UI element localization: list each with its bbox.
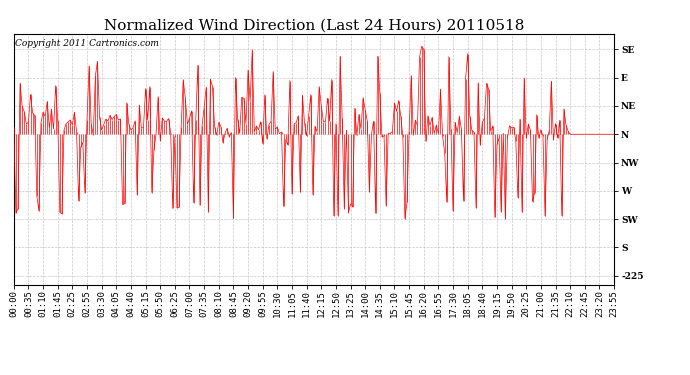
Title: Normalized Wind Direction (Last 24 Hours) 20110518: Normalized Wind Direction (Last 24 Hours… <box>104 19 524 33</box>
Text: Copyright 2011 Cartronics.com: Copyright 2011 Cartronics.com <box>15 39 159 48</box>
